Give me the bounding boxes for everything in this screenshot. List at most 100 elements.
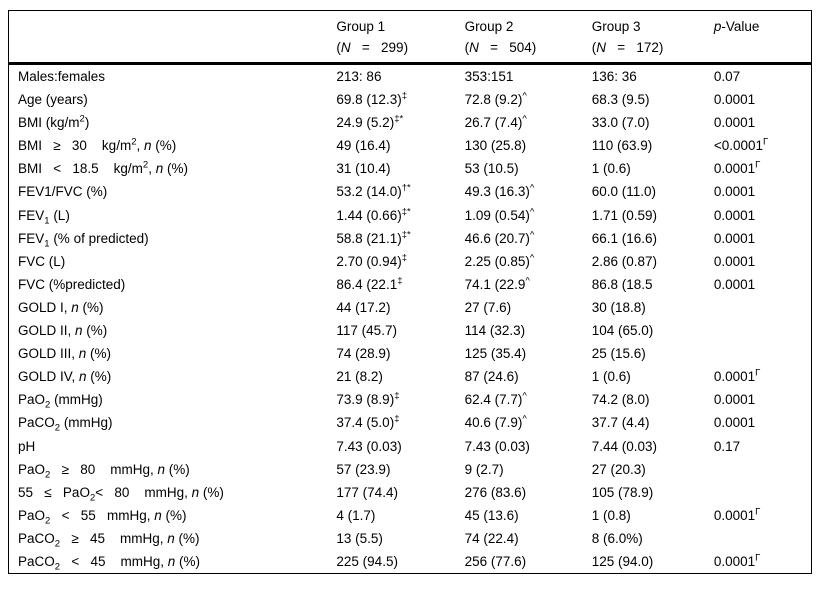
cell-pvalue: 0.0001 bbox=[713, 230, 756, 246]
cell-pvalue: 0.0001 bbox=[713, 415, 756, 431]
cell-group3: 86.8 (18.5 bbox=[591, 276, 653, 292]
table-row: FEV1 (% of predicted) 58.8 (21.1)‡* 46.6 (… bbox=[9, 227, 811, 250]
cell-pvalue bbox=[714, 458, 811, 481]
table-row: GOLD II, n (%) 117 (45.7) 114 (32.3) 104 (6… bbox=[9, 319, 811, 342]
cell-group1: 1.44 (0.66)‡* bbox=[336, 206, 411, 223]
cell-group2: 1.09 (0.54)^ bbox=[464, 206, 535, 223]
row-label: BMI ≥ 30 kg/m2, n (%) bbox=[18, 136, 177, 154]
cell-group3: 125 (94.0) bbox=[591, 553, 654, 569]
cell-group2: 276 (83.6) bbox=[464, 484, 527, 500]
cell-group3: 1 (0.6) bbox=[591, 369, 631, 385]
cell-pvalue: 0.0001 bbox=[713, 392, 756, 408]
cell-group3: 30 (18.8) bbox=[591, 299, 646, 315]
cell-group3: 2.86 (0.87) bbox=[591, 253, 658, 269]
row-label: PaO2 < 55 mmHg, n (%) bbox=[18, 507, 187, 527]
cell-group1: 21 (8.2) bbox=[336, 369, 383, 385]
cell-pvalue: 0.0001 bbox=[713, 276, 756, 292]
header-pvalue: p-Value bbox=[713, 19, 760, 34]
row-label: PaCO2 < 45 mmHg, n (%) bbox=[18, 553, 200, 573]
cell-group1: 53.2 (14.0)†* bbox=[336, 182, 411, 200]
cell-group1: 49 (16.4) bbox=[336, 138, 391, 154]
cell-group1: 57 (23.9) bbox=[336, 461, 391, 477]
cell-group2: 26.7 (7.4)^ bbox=[464, 113, 527, 131]
cell-group1: 73.9 (8.9)‡ bbox=[336, 390, 400, 408]
cell-group2: 72.8 (9.2)^ bbox=[464, 90, 527, 108]
row-label: GOLD II, n (%) bbox=[18, 323, 108, 339]
cell-group2: 27 (7.6) bbox=[464, 299, 512, 315]
row-label: PaCO2 ≥ 45 mmHg, n (%) bbox=[18, 530, 200, 550]
cell-group2: 40.6 (7.9)^ bbox=[464, 413, 527, 431]
table-row: FVC (%predicted) 86.4 (22.1‡ 74.1 (22.9^ 86… bbox=[9, 273, 811, 296]
table-row: GOLD IV, n (%) 21 (8.2) 87 (24.6) 1 (0.6) 0.… bbox=[9, 365, 811, 388]
row-label: BMI (kg/m2) bbox=[18, 113, 90, 131]
cell-group3: 60.0 (11.0) bbox=[591, 184, 657, 200]
cell-group1: 225 (94.5) bbox=[336, 553, 398, 569]
cell-group1: 86.4 (22.1‡ bbox=[336, 275, 403, 292]
row-label: BMI < 18.5 kg/m2, n (%) bbox=[18, 159, 188, 177]
cell-group3: 105 (78.9) bbox=[591, 484, 654, 500]
cell-group3: 1.71 (0.59) bbox=[591, 207, 658, 223]
row-label: PaO2 (mmHg) bbox=[18, 392, 103, 411]
row-label: 55 ≤ PaO2< 80 mmHg, n (%) bbox=[18, 484, 224, 504]
cell-pvalue: 0.17 bbox=[713, 438, 741, 454]
cell-group1: 213: 86 bbox=[336, 69, 382, 84]
cell-group1: 7.43 (0.03) bbox=[336, 438, 402, 454]
cell-group1: 74 (28.9) bbox=[336, 346, 391, 362]
cell-group1: 24.9 (5.2)‡* bbox=[336, 113, 404, 131]
cell-group3: 110 (63.9) bbox=[591, 138, 653, 154]
cell-pvalue: 0.0001 bbox=[713, 115, 756, 131]
cell-group2: 256 (77.6) bbox=[464, 553, 527, 569]
cell-pvalue: 0.0001 bbox=[713, 184, 756, 200]
cell-pvalue: 0.0001 bbox=[713, 92, 756, 108]
cell-pvalue bbox=[714, 527, 811, 550]
row-label: FEV1 (% of predicted) bbox=[18, 230, 149, 250]
cell-group3: 136: 36 bbox=[591, 69, 637, 84]
table-body: Males:females 213: 86 353:151 136: 36 0.07 Ag… bbox=[9, 64, 811, 574]
cell-group3: 66.1 (16.6) bbox=[591, 230, 658, 246]
cell-pvalue: 0.0001Γ bbox=[713, 367, 761, 385]
cell-group2: 2.25 (0.85)^ bbox=[464, 252, 535, 269]
cell-pvalue: 0.07 bbox=[713, 69, 741, 84]
cell-group3: 1 (0.6) bbox=[591, 161, 631, 177]
row-label: FEV1 (L) bbox=[18, 207, 70, 227]
table-row: PaO2 < 55 mmHg, n (%) 4 (1.7) 45 (13.6) 1 (… bbox=[9, 504, 811, 527]
cell-pvalue: <0.0001Γ bbox=[713, 136, 769, 154]
cell-group1: 69.8 (12.3)‡ bbox=[336, 90, 407, 108]
table-row: BMI (kg/m2) 24.9 (5.2)‡* 26.7 (7.4)^ 33.0 (… bbox=[9, 111, 811, 134]
cell-pvalue: 0.0001 bbox=[713, 207, 756, 223]
table-row: PaCO2 ≥ 45 mmHg, n (%) 13 (5.5) 74 (22.4) 8… bbox=[9, 527, 811, 550]
cell-pvalue: 0.0001 bbox=[713, 253, 756, 269]
cell-group2: 9 (2.7) bbox=[464, 461, 504, 477]
header-group1: Group 1 (N = 299) bbox=[336, 11, 464, 64]
row-label: GOLD IV, n (%) bbox=[18, 369, 112, 385]
table-row: PaCO2 < 45 mmHg, n (%) 225 (94.5) 256 (77.… bbox=[9, 550, 811, 573]
cell-pvalue bbox=[714, 319, 811, 342]
table-row: FEV1 (L) 1.44 (0.66)‡* 1.09 (0.54)^ 1.71 (0… bbox=[9, 204, 811, 227]
cell-group1: 58.8 (21.1)‡* bbox=[336, 229, 411, 246]
table-row: pH 7.43 (0.03) 7.43 (0.03) 7.44 (0.03) 0.17 bbox=[9, 435, 811, 458]
cell-group2: 125 (35.4) bbox=[464, 346, 527, 362]
cell-group2: 130 (25.8) bbox=[464, 138, 527, 154]
cell-group3: 27 (20.3) bbox=[591, 461, 646, 477]
table-row: BMI < 18.5 kg/m2, n (%) 31 (10.4) 53 (10.5… bbox=[9, 157, 811, 180]
comparison-table-frame: Group 1 (N = 299) Group 2 (N = 504) Grou… bbox=[8, 10, 812, 575]
cell-group1: 31 (10.4) bbox=[336, 161, 391, 177]
header-group2-name: Group 2 bbox=[464, 19, 514, 34]
row-label: FEV1/FVC (%) bbox=[18, 184, 108, 200]
cell-group3: 25 (15.6) bbox=[591, 346, 646, 362]
row-label: Age (years) bbox=[18, 92, 88, 108]
cell-group2: 114 (32.3) bbox=[464, 323, 526, 339]
cell-group2: 87 (24.6) bbox=[464, 369, 519, 385]
cell-pvalue bbox=[714, 342, 811, 365]
cell-group3: 1 (0.8) bbox=[591, 507, 631, 523]
row-label: GOLD III, n (%) bbox=[18, 346, 112, 362]
row-label: Males:females bbox=[18, 69, 106, 84]
cell-group1: 44 (17.2) bbox=[336, 299, 391, 315]
cell-pvalue: 0.0001Γ bbox=[713, 506, 761, 523]
cell-group2: 353:151 bbox=[464, 69, 514, 84]
header-group3-n: (N = 172) bbox=[591, 40, 664, 55]
cell-pvalue bbox=[714, 481, 811, 504]
table-row: PaO2 ≥ 80 mmHg, n (%) 57 (23.9) 9 (2.7) 27 … bbox=[9, 458, 811, 481]
cell-group3: 104 (65.0) bbox=[591, 323, 654, 339]
cell-pvalue bbox=[714, 296, 811, 319]
